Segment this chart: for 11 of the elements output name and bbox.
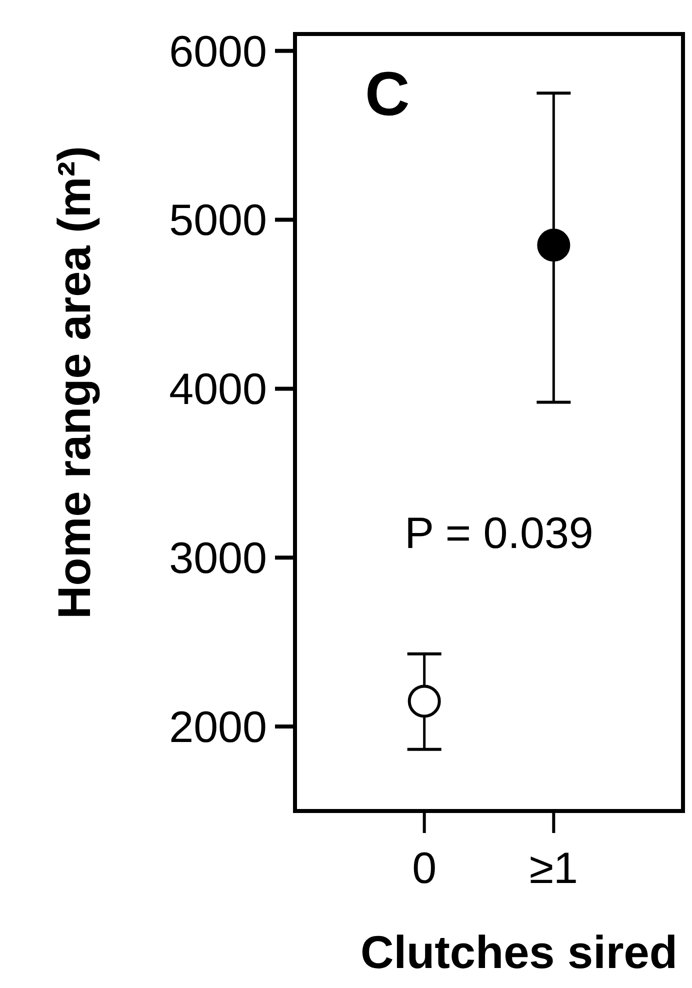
x-tick-label: 0 <box>412 844 437 893</box>
y-tick-label: 3000 <box>169 534 267 584</box>
y-axis-title: Home range area (m²) <box>48 146 100 619</box>
y-tick-label: 2000 <box>169 702 267 752</box>
x-axis-title: Clutches sired <box>360 926 678 978</box>
x-tick-label: ≥1 <box>529 844 578 893</box>
y-tick-label: 4000 <box>169 365 267 414</box>
y-tick-label: 5000 <box>169 196 267 246</box>
annotation: P = 0.039 <box>404 509 594 558</box>
chart-title: C <box>365 60 410 129</box>
y-tick-label: 6000 <box>169 27 267 76</box>
